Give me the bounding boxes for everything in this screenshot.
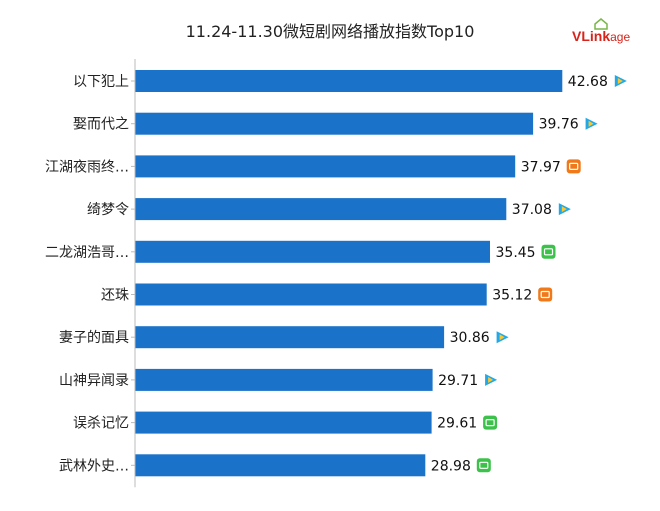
- bar: [135, 411, 432, 434]
- mango-tv-icon: [566, 159, 581, 174]
- bar: [135, 283, 487, 306]
- logo-text: VLinkage: [572, 28, 630, 44]
- bar: [135, 198, 507, 221]
- category-label: 娶而代之: [73, 117, 129, 133]
- tencent-video-icon: [614, 75, 627, 87]
- value-label: 29.61: [437, 416, 477, 432]
- mango-screen: [569, 162, 579, 170]
- bar: [135, 112, 534, 135]
- tencent-video-icon: [558, 203, 571, 216]
- category-label: 绮梦令: [87, 202, 129, 218]
- value-label: 37.08: [512, 202, 552, 218]
- value-label: 29.71: [438, 373, 478, 389]
- tencent-video-icon: [496, 331, 509, 344]
- category-label: 二龙湖浩哥…: [45, 245, 129, 261]
- iqiyi-screen: [479, 461, 489, 469]
- tencent-inner-shape: [499, 334, 505, 341]
- value-label: 30.86: [450, 330, 490, 346]
- mango-screen: [540, 290, 550, 299]
- category-label: 以下犯上: [73, 74, 129, 90]
- chart-title: 11.24-11.30微短剧网络播放指数Top10: [185, 22, 475, 41]
- bar: [135, 155, 516, 178]
- bar: [135, 326, 445, 349]
- iqiyi-bg: [476, 458, 491, 473]
- logo-rest: age: [610, 30, 631, 44]
- value-label: 35.45: [496, 245, 536, 261]
- bar: [135, 368, 433, 391]
- category-label: 山神异闻录: [59, 373, 129, 389]
- value-label: 39.76: [539, 117, 579, 133]
- iqiyi-icon: [476, 458, 491, 473]
- iqiyi-bg: [483, 415, 498, 430]
- house-icon: [594, 18, 608, 30]
- value-label: 28.98: [431, 458, 471, 474]
- bar: [135, 454, 426, 477]
- mango-bg: [566, 159, 581, 174]
- category-label: 妻子的面具: [59, 330, 129, 346]
- iqiyi-icon: [541, 244, 556, 259]
- category-label: 误杀记忆: [73, 416, 129, 432]
- tencent-video-icon: [485, 373, 498, 386]
- category-label: 武林外史…: [59, 458, 129, 474]
- tencent-inner-shape: [617, 78, 623, 84]
- category-label: 还珠: [101, 288, 129, 304]
- tencent-video-icon: [585, 117, 598, 130]
- tencent-inner-shape: [488, 376, 494, 383]
- value-label: 42.68: [568, 74, 608, 90]
- iqiyi-screen: [485, 419, 495, 427]
- bar: [135, 240, 490, 263]
- tencent-inner-shape: [588, 120, 594, 127]
- iqiyi-bg: [541, 244, 556, 259]
- mango-bg: [538, 287, 553, 302]
- category-label: 江湖夜雨终…: [45, 159, 129, 175]
- tencent-inner-shape: [561, 206, 567, 213]
- iqiyi-screen: [543, 248, 554, 256]
- mango-tv-icon: [538, 287, 553, 302]
- logo-main: VLink: [572, 28, 611, 44]
- bar: [135, 70, 563, 92]
- value-label: 35.12: [492, 288, 532, 304]
- iqiyi-icon: [483, 415, 498, 430]
- vlinkage-logo: VLinkage: [572, 18, 650, 48]
- value-label: 37.97: [521, 159, 561, 175]
